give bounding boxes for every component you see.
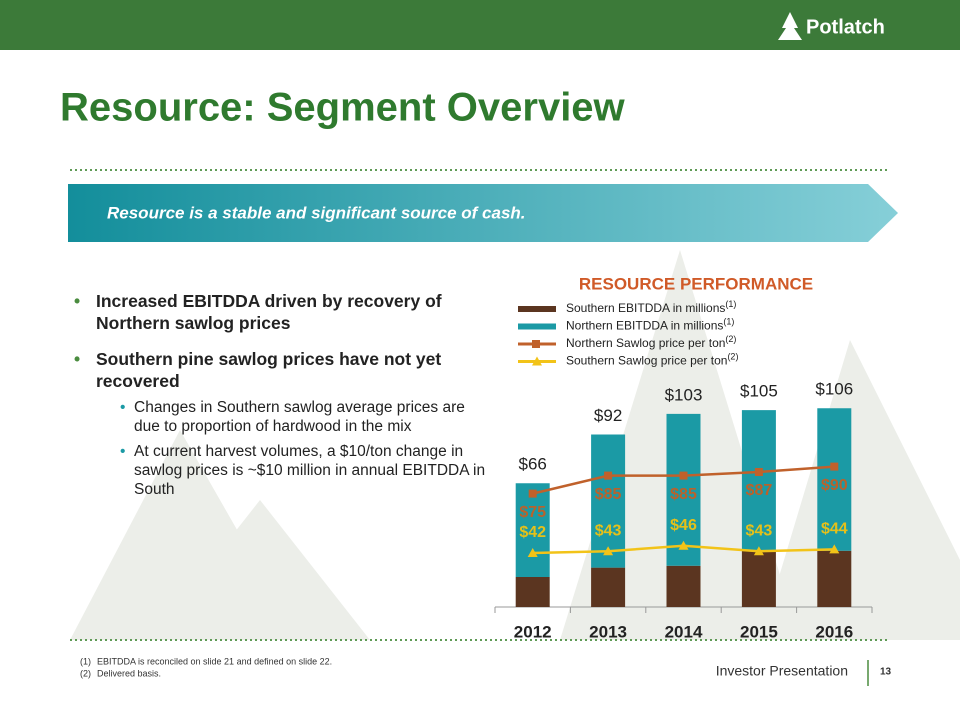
total-label: $66 <box>519 455 547 474</box>
data-label: $90 <box>821 477 848 494</box>
marker <box>528 489 537 498</box>
tree-decoration <box>150 500 370 640</box>
x-tick-label: 2015 <box>740 622 778 641</box>
legend-marker <box>532 356 542 366</box>
data-label: $43 <box>595 522 622 539</box>
data-label: $43 <box>746 522 773 539</box>
sub-bullet: At current harvest volumes, a $10/ton ch… <box>120 442 489 499</box>
x-tick-label: 2013 <box>589 622 627 641</box>
bar <box>741 410 776 551</box>
marker <box>754 468 763 476</box>
data-label: $87 <box>746 482 773 499</box>
marker <box>829 544 840 554</box>
marker <box>603 546 614 556</box>
data-label: $42 <box>519 524 546 541</box>
logo: Potlatch <box>806 16 885 38</box>
legend-note: (2) <box>725 334 736 344</box>
footnote-num: (1) <box>80 656 91 666</box>
bullet-text: At current harvest volumes, a $10/ton ch… <box>134 443 486 498</box>
x-tick-label: 2012 <box>514 622 552 641</box>
bullet-text: Southern pine sawlog prices have not yet… <box>96 349 442 391</box>
total-label: $105 <box>740 382 778 401</box>
legend-label: Southern EBITDDA in millions(1) <box>566 299 736 315</box>
sub-bullet: Changes in Southern sawlog average price… <box>120 398 489 436</box>
bar <box>817 550 852 607</box>
bar <box>741 550 776 607</box>
marker <box>753 546 764 556</box>
bar <box>515 577 550 607</box>
data-label: $46 <box>670 517 697 534</box>
footnote: Delivered basis. <box>97 668 161 678</box>
x-tick-label: 2014 <box>665 622 703 641</box>
total-label: $92 <box>594 406 622 425</box>
bar <box>666 565 701 607</box>
header-bar <box>0 0 960 50</box>
bar <box>666 413 701 566</box>
bullet-text: Changes in Southern sawlog average price… <box>134 399 465 435</box>
data-label: $75 <box>519 504 546 521</box>
legend-note: (1) <box>725 299 736 309</box>
legend-marker <box>532 340 540 348</box>
footnote-num: (2) <box>80 668 91 678</box>
bar <box>591 434 626 568</box>
legend-label: Northern EBITDDA in millions(1) <box>566 317 734 333</box>
data-label: $85 <box>670 486 697 503</box>
bullet: Increased EBITDDA driven by recovery of … <box>72 290 467 334</box>
total-label: $106 <box>815 380 853 399</box>
banner-text: Resource is a stable and significant sou… <box>107 203 526 222</box>
bar <box>817 408 852 551</box>
bar <box>591 567 626 607</box>
data-label: $44 <box>821 521 848 538</box>
logo-icon <box>778 12 802 40</box>
legend-label: Southern Sawlog price per ton(2) <box>566 352 738 368</box>
chart-title: RESOURCE PERFORMANCE <box>579 274 813 293</box>
legend-name: Northern EBITDDA in millions <box>566 319 723 333</box>
x-tick-label: 2016 <box>815 622 853 641</box>
marker <box>830 462 839 471</box>
data-label: $85 <box>595 486 622 503</box>
marker <box>527 548 538 557</box>
bar <box>515 483 550 577</box>
marker <box>678 540 689 550</box>
page-number: 13 <box>880 667 892 678</box>
marker <box>679 471 688 480</box>
slide-title: Resource: Segment Overview <box>60 86 626 130</box>
legend-label: Northern Sawlog price per ton(2) <box>566 334 736 350</box>
legend-swatch <box>518 323 556 330</box>
legend-note: (1) <box>723 317 734 327</box>
banner <box>68 184 898 242</box>
total-label: $103 <box>665 385 703 404</box>
footnote: EBITDDA is reconciled on slide 21 and de… <box>97 656 332 666</box>
legend-name: Southern Sawlog price per ton <box>566 354 727 368</box>
tree-decoration <box>760 340 960 640</box>
legend-swatch <box>518 306 556 312</box>
legend-name: Southern EBITDDA in millions <box>566 301 725 315</box>
marker <box>604 471 613 480</box>
footer-label: Investor Presentation <box>716 663 848 679</box>
bullet-list: Increased EBITDDA driven by recovery of … <box>72 290 485 513</box>
bullet: Southern pine sawlog prices have not yet… <box>72 348 485 499</box>
bullet-text: Increased EBITDDA driven by recovery of … <box>96 291 442 333</box>
legend-name: Northern Sawlog price per ton <box>566 336 725 350</box>
legend-note: (2) <box>727 352 738 362</box>
